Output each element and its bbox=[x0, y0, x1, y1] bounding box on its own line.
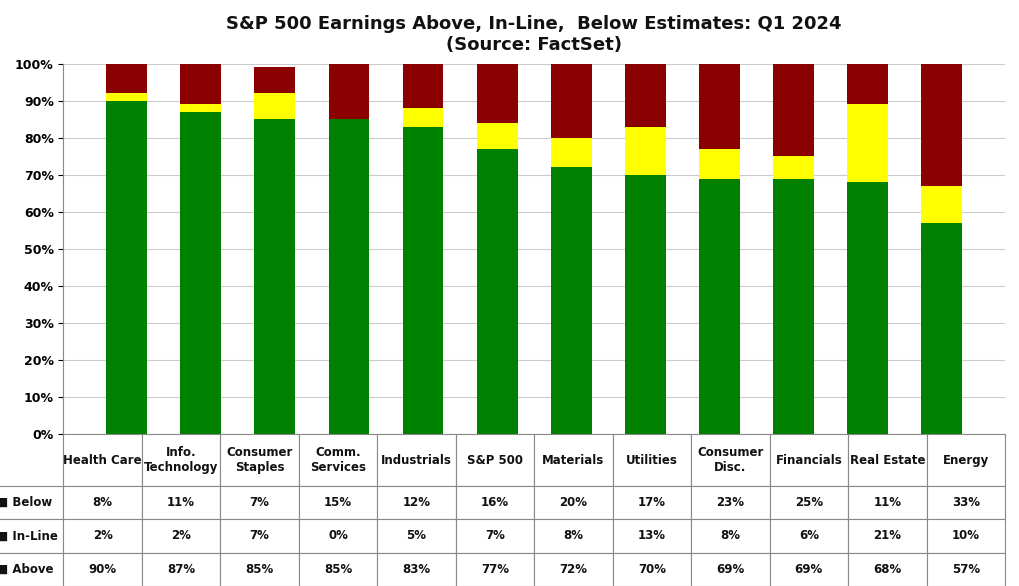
Bar bbox=[847, 104, 888, 182]
Bar bbox=[106, 101, 147, 434]
Bar bbox=[920, 186, 961, 223]
Bar bbox=[180, 104, 221, 112]
Bar bbox=[254, 67, 294, 93]
Bar bbox=[328, 64, 369, 119]
Bar bbox=[847, 64, 888, 104]
Bar bbox=[476, 123, 517, 149]
Bar bbox=[550, 168, 591, 434]
Bar bbox=[254, 93, 294, 119]
Bar bbox=[403, 64, 443, 108]
Bar bbox=[180, 64, 221, 104]
Bar bbox=[403, 108, 443, 127]
Bar bbox=[254, 119, 294, 434]
Bar bbox=[476, 149, 517, 434]
Bar bbox=[106, 93, 147, 101]
Title: S&P 500 Earnings Above, In-Line,  Below Estimates: Q1 2024
(Source: FactSet): S&P 500 Earnings Above, In-Line, Below E… bbox=[226, 15, 841, 54]
Bar bbox=[403, 127, 443, 434]
Bar bbox=[920, 223, 961, 434]
Bar bbox=[550, 138, 591, 168]
Bar bbox=[772, 179, 813, 434]
Bar bbox=[625, 175, 665, 434]
Bar bbox=[698, 64, 739, 149]
Bar bbox=[476, 64, 517, 123]
Bar bbox=[550, 64, 591, 138]
Bar bbox=[920, 64, 961, 186]
Bar bbox=[328, 119, 369, 434]
Bar bbox=[772, 156, 813, 179]
Bar bbox=[625, 64, 665, 127]
Bar bbox=[698, 179, 739, 434]
Bar bbox=[106, 64, 147, 93]
Bar bbox=[847, 182, 888, 434]
Bar bbox=[698, 149, 739, 179]
Bar bbox=[180, 112, 221, 434]
Bar bbox=[625, 127, 665, 175]
Bar bbox=[772, 64, 813, 156]
